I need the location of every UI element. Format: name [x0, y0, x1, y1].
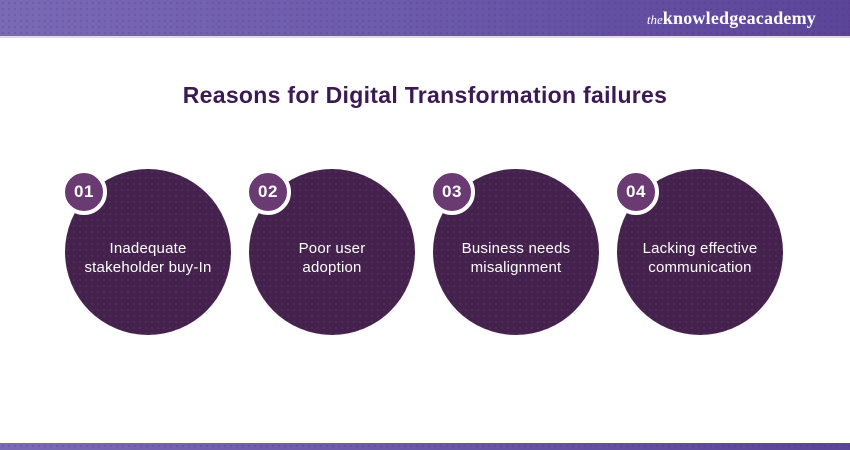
badge-number-4: 04 [626, 182, 646, 201]
page-title: Reasons for Digital Transformation failu… [182, 82, 668, 108]
brand-logo: theknowledgeacademy [647, 9, 816, 28]
reason-label-4: Lacking effective communication [642, 240, 758, 276]
reason-label-2: Poor user adoption [298, 240, 366, 276]
reason-label-3: Business needs misalignment [461, 240, 571, 276]
logo-academy: academy [746, 7, 816, 28]
badge-number-1: 01 [74, 182, 94, 201]
number-badge-1: 01 [61, 169, 107, 215]
reason-card-1: Inadequate stakeholder buy-In 01 [61, 169, 231, 335]
logo-the: the [646, 11, 663, 27]
reason-card-4: Lacking effective communication 04 [613, 169, 783, 335]
number-badge-3: 03 [429, 169, 475, 215]
badge-number-2: 02 [258, 182, 278, 201]
badge-number-3: 03 [442, 182, 462, 201]
reason-card-3: Business needs misalignment 03 [429, 169, 599, 335]
reason-label-1: Inadequate stakeholder buy-In [84, 240, 212, 276]
number-badge-4: 04 [613, 169, 659, 215]
reason-card-2: Poor user adoption 02 [245, 169, 415, 335]
number-badge-2: 02 [245, 169, 291, 215]
header-bar: theknowledgeacademy [0, 0, 850, 38]
logo-knowledge: knowledge [662, 7, 747, 28]
footer-bar [0, 443, 850, 450]
